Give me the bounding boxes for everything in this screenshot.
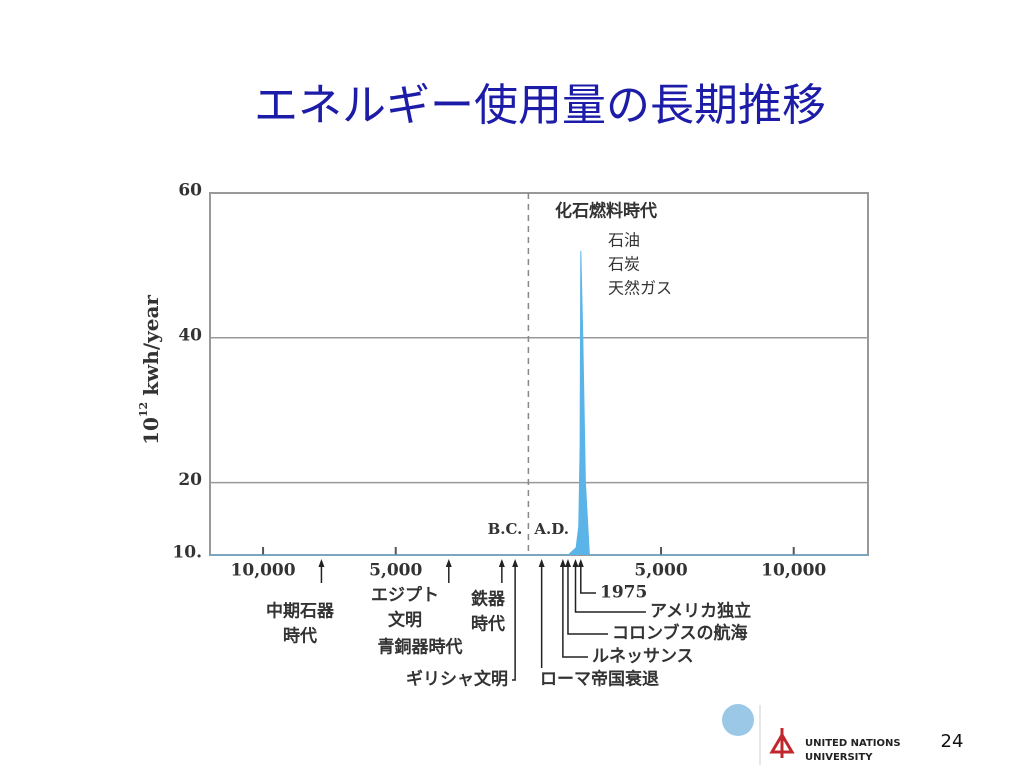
y-tick-label: 10.: [172, 543, 202, 563]
page-number: 24: [941, 731, 964, 752]
x-tick-label: 10,000: [761, 561, 826, 581]
area: [210, 250, 868, 556]
y-axis-label: 1012 kwh/year: [137, 295, 163, 445]
x-tick-label: 10,000: [231, 561, 296, 581]
event-label: 文明: [388, 610, 422, 631]
y-label-exponent: 12: [137, 402, 150, 417]
annotation-item: 天然ガス: [608, 279, 672, 298]
event-arrowhead: [577, 559, 584, 567]
event-label: エジプト: [371, 585, 439, 606]
logo-text: UNITED NATIONS: [805, 738, 901, 749]
unu-emblem: [769, 728, 795, 758]
y-tick-label: 60: [178, 181, 202, 201]
event-label: ローマ帝国衰退: [540, 669, 659, 690]
slide-title: エネルギー使用量の長期推移: [254, 80, 826, 131]
event-connector: [567, 583, 608, 635]
event-label: アメリカ独立: [650, 601, 751, 622]
event-arrowhead: [538, 559, 545, 567]
era-label: B.C.: [488, 520, 523, 538]
x-tick-label: 5,000: [369, 561, 422, 581]
event-connector: [562, 583, 588, 658]
event-arrowhead: [445, 559, 452, 567]
event-arrowhead: [572, 559, 579, 567]
event-label: 青銅器時代: [378, 637, 463, 658]
y-tick-label: 40: [178, 325, 202, 345]
annotation-title: 化石燃料時代: [555, 201, 657, 222]
event-label: ギリシャ文明: [406, 669, 508, 690]
x-tick-label: 5,000: [634, 561, 687, 581]
event-arrowhead: [559, 559, 566, 567]
event-label: 中期石器: [266, 601, 335, 622]
logo-text: UNIVERSITY: [805, 752, 873, 763]
event-label: 鉄器: [471, 589, 506, 610]
event-arrowhead: [564, 559, 571, 567]
y-tick-label: 20: [178, 470, 202, 490]
event-label: 時代: [471, 614, 505, 635]
event-label: 1975: [600, 583, 647, 603]
logo: UNITED NATIONS UNIVERSITY: [722, 704, 901, 765]
era-label: A.D.: [533, 520, 569, 538]
event-arrowhead: [318, 559, 325, 567]
y-label-unit: kwh/year: [139, 295, 163, 396]
un-emblem: [722, 704, 754, 736]
event-connector: [512, 583, 516, 681]
event-connector: [574, 583, 646, 613]
plot-frame: [209, 192, 869, 556]
event-label: 時代: [283, 626, 317, 647]
event-connector: [580, 583, 596, 594]
event-label: コロンブスの航海: [612, 623, 748, 644]
annotation-item: 石油: [608, 231, 640, 250]
annotation-item: 石炭: [608, 255, 640, 274]
event-arrowhead: [512, 559, 519, 567]
event-arrowhead: [498, 559, 505, 567]
event-label: ルネッサンス: [592, 647, 694, 667]
y-label-base: 10: [139, 417, 163, 445]
